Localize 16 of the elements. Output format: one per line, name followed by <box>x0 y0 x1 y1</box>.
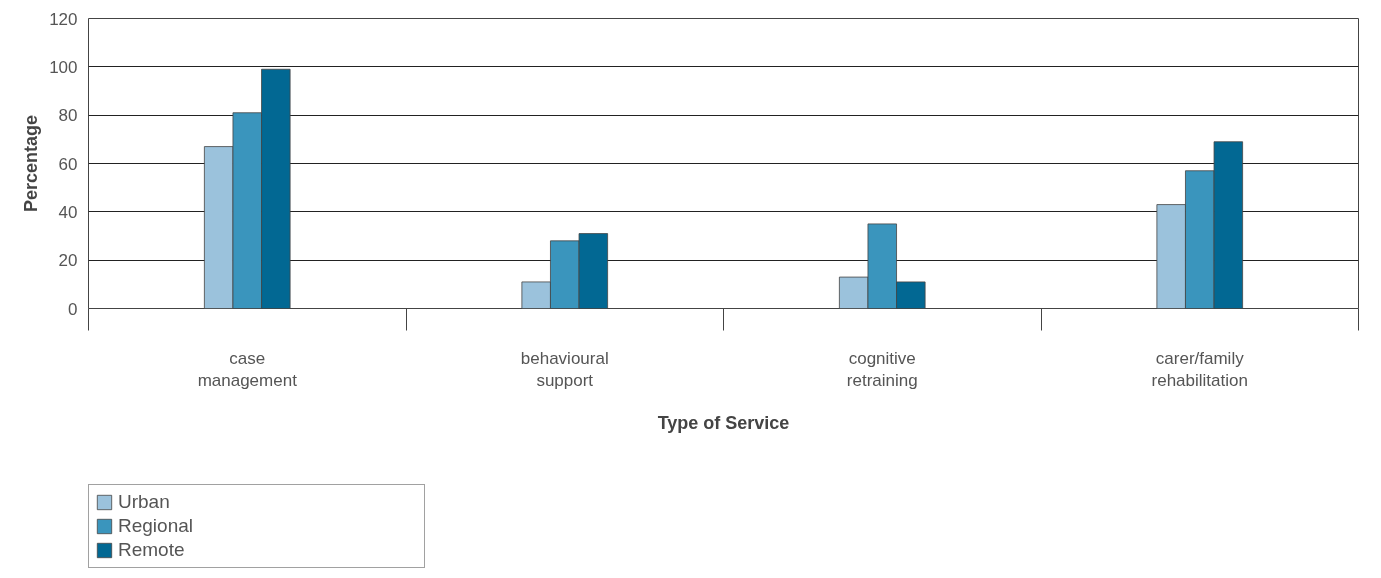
legend-label: Regional <box>118 515 194 537</box>
legend-label: Urban <box>118 491 171 513</box>
y-tick-label: 0 <box>68 299 78 319</box>
y-tick-label: 120 <box>49 9 78 29</box>
x-tick-label: cognitive retraining <box>846 348 918 391</box>
y-tick-label: 40 <box>58 202 78 222</box>
x-tick-label: case management <box>197 348 298 391</box>
y-tick-label: 100 <box>49 57 78 77</box>
y-tick-label: 60 <box>58 154 78 174</box>
legend-label: Remote <box>118 539 186 561</box>
x-tick-label: carer/family rehabilitation <box>1151 348 1248 391</box>
y-axis-title: Percentage <box>21 114 42 213</box>
y-tick-label: 20 <box>58 251 78 271</box>
x-axis-title: Type of Service <box>657 413 790 434</box>
y-tick-label: 80 <box>58 106 78 126</box>
x-tick-label: behavioural support <box>520 348 609 391</box>
